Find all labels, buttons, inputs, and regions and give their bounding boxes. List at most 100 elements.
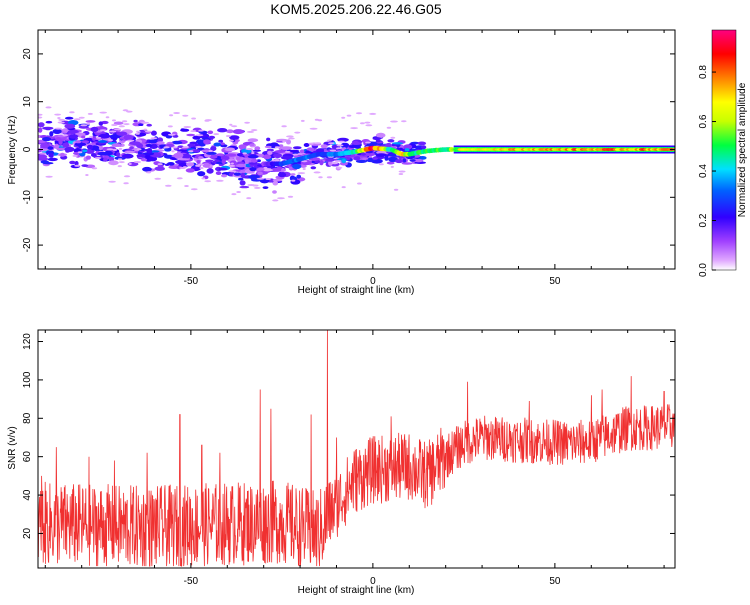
spectrogram-blob [229,135,240,140]
spectrogram-blob [290,173,296,176]
spectrogram-halo [190,188,198,191]
spectrogram-blob [98,140,108,143]
spectrogram-blob [90,153,97,157]
spectrogram-blob [171,140,183,145]
spectrogram-blob [42,137,52,142]
spectrogram-blob [103,157,108,162]
spectrogram-blob [320,144,328,149]
spectrogram-halo [302,168,306,170]
spectrogram-halo [266,169,273,172]
spectrogram-blob [306,147,315,152]
spectrogram-blob [414,158,424,163]
snr-x-tick-label: 0 [370,576,376,587]
spectrogram-blob [78,144,83,148]
spectrogram-blob [401,162,413,165]
snr-y-tick-label: 20 [22,527,33,539]
spectrogram-halo [99,111,107,114]
spectrogram-blob [224,147,236,152]
snr-frame [37,329,676,569]
colorbar-tick-label: 0.6 [698,114,709,128]
spectrogram-halo [122,109,129,112]
spectrogram-blob [138,123,144,126]
spectrogram-halo [135,132,140,135]
spectrogram-blob [108,160,119,166]
spectrogram-halo [136,130,140,133]
spectrogram-halo [309,127,318,130]
spectrogram-halo [69,111,75,114]
spectrogram-blob [290,176,298,181]
spectrogram-halo [183,126,192,128]
spectrogram-blob [289,149,300,153]
spectrogram-blob [372,137,382,141]
spectrogram-halo [386,126,392,129]
spectrogram-blob [98,121,104,126]
spectrogram-blob [238,144,247,150]
spectrogram-blob [60,152,65,157]
spectrogram-blob [244,159,250,164]
spectrogram-blob [122,153,134,159]
spectrogram-halo [184,185,189,187]
spectrogram-blob [58,139,63,145]
spectrogram-blob [81,140,90,144]
spectrogram-blob [210,146,217,152]
spectrogram-blob [48,153,54,158]
spectrogram-blob [116,151,121,157]
spectrogram-blob [97,151,109,156]
spectrogram-blob [181,153,192,159]
spectrogram-halo [91,167,98,170]
spectrogram-blob [220,155,230,161]
spectrogram-halo [294,131,301,134]
spectrogram-blob [249,143,255,146]
spectrogram-halo [328,142,335,145]
spectrogram-halo [38,113,43,116]
snr-plot-area [38,330,675,567]
spectrogram-blob [254,146,261,151]
spectrogram-halo [123,175,131,178]
spectrogram-blob [217,128,228,133]
spectrogram-blob [292,163,302,170]
spectrogram-halo [318,176,323,179]
spectrogram-blob [64,146,75,153]
spectrogram-blob [239,185,250,189]
spectrogram-blob [403,144,413,150]
spectrogram-blob [353,156,361,161]
spectrogram-halo [230,162,234,165]
spectrogram-x-label: Height of straight line (km) [298,285,415,296]
spectrogram-halo [201,177,206,180]
spectrogram-halo [251,129,258,132]
spectrogram-halo [118,147,123,150]
spectrogram-halo [341,186,346,189]
spectrogram-blob [142,152,155,156]
spectrogram-halo [195,164,201,167]
spectrogram-halo [112,119,116,122]
spectrogram-halo [329,149,337,152]
spectrogram-blob [296,174,302,179]
spectrogram-halo [390,165,394,168]
spectrogram-blob [409,159,416,162]
spectrogram-halo [72,154,78,157]
snr-y-tick-label: 80 [22,412,33,424]
spectrogram-blob [385,142,392,149]
spectrogram-blob [239,180,246,186]
spectrogram-halo [204,119,212,122]
spectrogram-blob [124,150,136,154]
spectrogram-blob [417,141,427,146]
spectrogram-halo [326,176,332,179]
spectrogram-halo [45,175,53,178]
spectrogram-halo [118,161,125,164]
spectrogram-halo [336,144,344,147]
spectrogram-halo [96,136,102,139]
spectrogram-blob [45,120,53,124]
spectrogram-halo [350,127,358,130]
spectrogram-halo [334,160,342,163]
spectrogram-halo [58,118,66,121]
spectrogram-halo [398,170,406,173]
spectrogram-halo [308,142,314,145]
spectrogram-halo [122,120,128,123]
spectrogram-blob [264,145,272,149]
spectrogram-y-tick-label: -10 [22,190,33,205]
spectrogram-halo [291,179,296,182]
spectrogram-blob [129,141,141,145]
spectrogram-halo [390,120,398,123]
